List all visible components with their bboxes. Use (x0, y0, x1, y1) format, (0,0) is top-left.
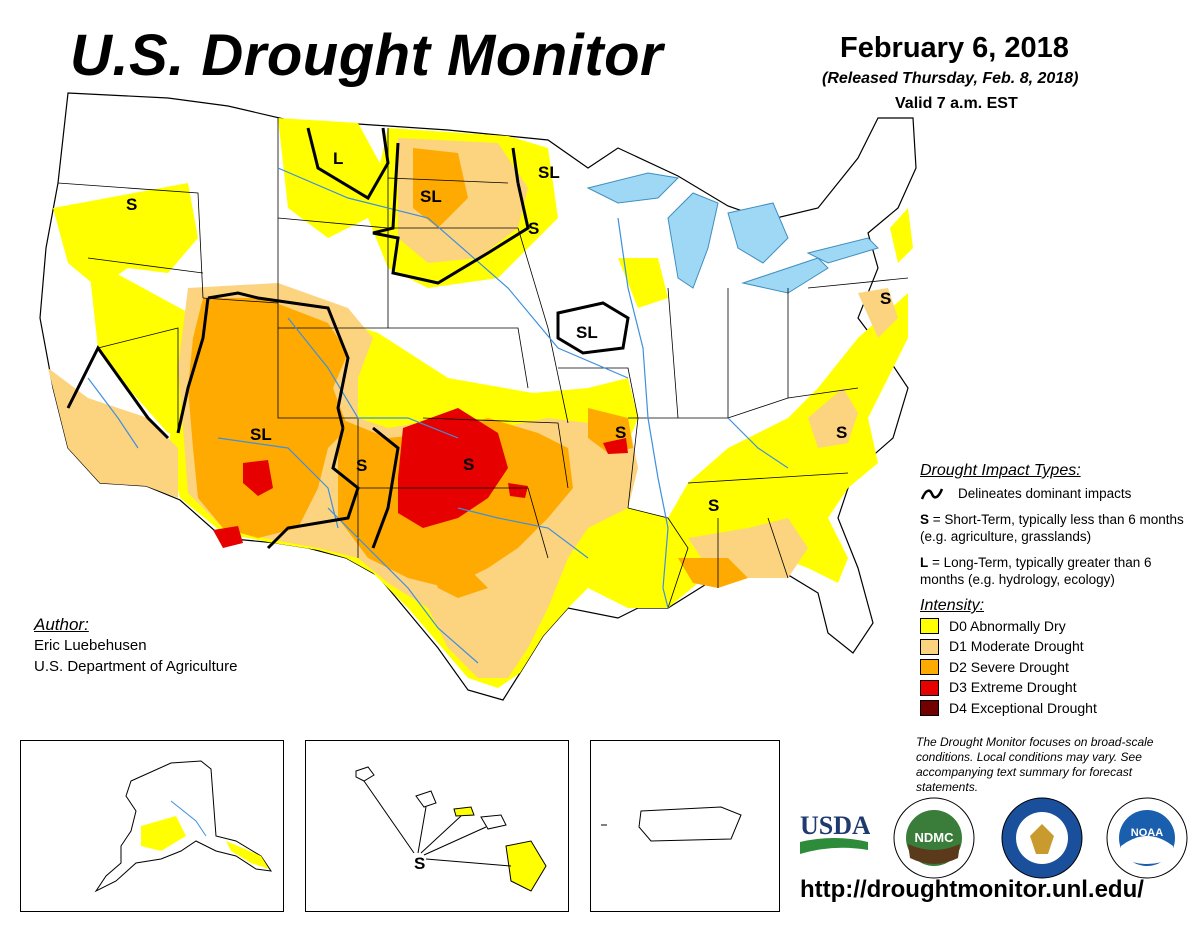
label-iowa: SL (576, 323, 598, 342)
author-org: U.S. Department of Agriculture (34, 658, 238, 675)
label-mid-atlantic: S (836, 423, 847, 442)
label-southeast: S (708, 496, 719, 515)
short-term-key: S (920, 512, 930, 527)
long-term-text: = Long-Term, typically greater than 6 mo… (920, 555, 1152, 587)
noaa-logo: NOAA (1105, 796, 1189, 880)
author-heading: Author: (34, 615, 89, 634)
ndmc-logo-text: NDMC (915, 830, 955, 845)
intensity-swatch (920, 679, 939, 696)
intensity-item: D2 Severe Drought (920, 657, 1195, 678)
intensity-item: D1 Moderate Drought (920, 637, 1195, 658)
delineates-text: Delineates dominant impacts (958, 486, 1132, 501)
intensity-label: D4 Exceptional Drought (949, 699, 1097, 716)
puerto-rico-inset (590, 740, 780, 912)
label-arkansas: S (615, 423, 626, 442)
author-block: Author: Eric Luebehusen U.S. Department … (34, 614, 237, 677)
impact-types-heading: Drought Impact Types: (920, 462, 1081, 479)
intensity-heading: Intensity: (920, 597, 985, 614)
label-southern-plains: S (463, 455, 474, 474)
short-term-row: S = Short-Term, typically less than 6 mo… (920, 511, 1195, 545)
intensity-item: D4 Exceptional Drought (920, 698, 1195, 719)
legend: Drought Impact Types: Delineates dominan… (916, 460, 1199, 725)
intensity-label: D1 Moderate Drought (949, 638, 1084, 655)
conus-drought-map: S L SL SL S SL SL S S S S S S (39, 92, 917, 701)
label-mn-south: S (528, 219, 539, 238)
intensity-label: D2 Severe Drought (949, 658, 1069, 675)
d3-areas (213, 408, 628, 548)
valid-time: Valid 7 a.m. EST (895, 95, 1018, 112)
map-title: U.S. Drought Monitor (70, 23, 664, 88)
alaska-map (94, 760, 273, 893)
impact-line-icon (920, 488, 944, 499)
short-term-text: = Short-Term, typically less than 6 mont… (920, 512, 1184, 544)
label-northeast: S (880, 289, 891, 308)
intensity-label: D3 Extreme Drought (949, 679, 1077, 696)
alaska-inset (20, 740, 284, 912)
ndmc-logo: NDMC (892, 796, 976, 880)
doc-logo (1000, 796, 1084, 880)
intensity-label: D0 Abnormally Dry (949, 617, 1066, 634)
disclaimer-note: The Drought Monitor focuses on broad-sca… (916, 735, 1154, 794)
label-hawaii: S (414, 854, 425, 873)
long-term-key: L (920, 555, 929, 570)
impact-labels: S L SL SL S SL SL S S S S S S (126, 149, 891, 515)
label-montana: L (333, 149, 343, 168)
intensity-swatch (920, 638, 939, 655)
intensity-item: D0 Abnormally Dry (920, 616, 1195, 637)
long-term-row: L = Long-Term, typically greater than 6 … (920, 554, 1195, 588)
website-url[interactable]: http://droughtmonitor.unl.edu/ (800, 876, 1144, 903)
label-southwest: SL (250, 425, 272, 444)
state-boundaries (57, 118, 909, 609)
label-dakotas: SL (420, 187, 442, 206)
map-date: February 6, 2018 (840, 32, 1069, 64)
intensity-swatch (920, 659, 939, 676)
intensity-item: D3 Extreme Drought (920, 678, 1195, 699)
puerto-rico-map (601, 806, 742, 842)
delineates-row: Delineates dominant impacts (920, 485, 1195, 502)
hawaii-inset: S (305, 740, 569, 912)
label-new-mexico: S (356, 456, 367, 475)
usda-logo-text: USDA (800, 811, 870, 840)
usda-logo: USDA (798, 808, 871, 858)
label-pnw: S (126, 195, 137, 214)
label-minnesota: SL (538, 163, 560, 182)
intensity-swatch (920, 618, 939, 635)
great-lakes (586, 172, 879, 294)
noaa-logo-text: NOAA (1131, 827, 1163, 839)
author-name: Eric Luebehusen (34, 637, 147, 654)
hawaii-map: S (355, 766, 547, 892)
impact-boundaries (66, 127, 630, 550)
release-date: (Released Thursday, Feb. 8, 2018) (822, 70, 1079, 87)
rivers (87, 167, 789, 664)
intensity-swatch (920, 700, 939, 717)
